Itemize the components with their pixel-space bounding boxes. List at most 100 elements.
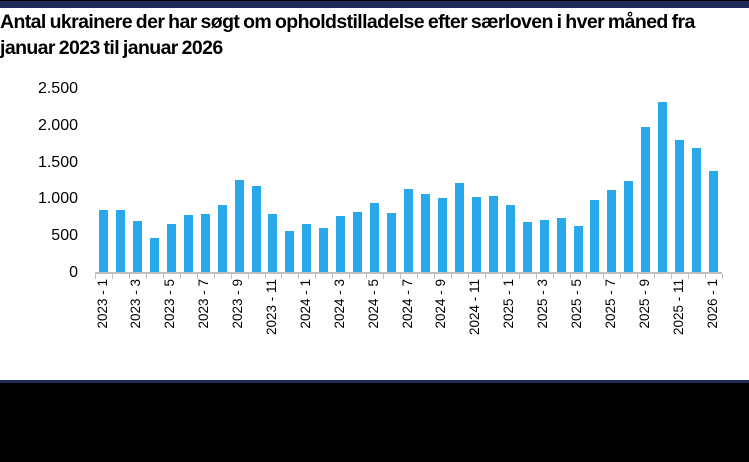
y-axis-tick-label: 2.500 bbox=[37, 80, 78, 97]
x-axis-line bbox=[95, 272, 722, 274]
bar-2025-3 bbox=[539, 220, 549, 273]
x-axis-label-2023-7: 2023 - 7 bbox=[196, 279, 212, 329]
x-axis-label-2023-3: 2023 - 3 bbox=[128, 279, 144, 329]
bar-2024-6 bbox=[387, 213, 397, 273]
x-axis-tick bbox=[620, 274, 622, 279]
bar-2023-6 bbox=[183, 214, 193, 273]
x-axis-tick bbox=[145, 274, 147, 279]
bar-2023-7 bbox=[200, 214, 210, 273]
bar-chart-plot: 0 500 1.000 1.500 2.000 2.500 2023 - 1 2023 - 3… bbox=[37, 80, 723, 336]
x-axis-tick bbox=[671, 274, 673, 279]
bar-2025-11 bbox=[675, 139, 685, 273]
x-axis-tick bbox=[95, 274, 96, 279]
bar-2025-7 bbox=[607, 189, 617, 273]
x-axis-label-2024-3: 2024 - 3 bbox=[331, 279, 347, 329]
bottom-black-band bbox=[0, 383, 749, 462]
x-axis-tick bbox=[298, 274, 300, 279]
x-axis-label-2024-1: 2024 - 1 bbox=[297, 279, 313, 329]
x-axis-label-2024-11: 2024 - 11 bbox=[467, 279, 483, 336]
bar-2025-1 bbox=[505, 204, 515, 273]
y-axis-tick-label: 0 bbox=[69, 264, 78, 281]
bar-2023-2 bbox=[115, 209, 125, 273]
x-axis-tick bbox=[433, 274, 435, 279]
bar-2023-11 bbox=[268, 214, 278, 273]
x-axis-tick bbox=[179, 274, 181, 279]
x-axis-tick bbox=[688, 274, 690, 279]
x-axis-tick bbox=[501, 274, 503, 279]
x-axis-tick bbox=[722, 274, 723, 279]
x-axis-tick bbox=[264, 274, 266, 279]
x-axis-tick bbox=[315, 274, 317, 279]
bar-2024-4 bbox=[353, 211, 363, 273]
bar-2025-4 bbox=[556, 218, 566, 273]
top-border-bar bbox=[0, 0, 749, 8]
x-axis-label-2025-5: 2025 - 5 bbox=[569, 279, 584, 329]
x-axis-label-2023-9: 2023 - 9 bbox=[230, 279, 245, 329]
bar-2023-5 bbox=[166, 223, 176, 273]
bar-2026-1 bbox=[709, 170, 718, 273]
x-axis-tick bbox=[450, 274, 452, 279]
bar-2025-9 bbox=[641, 127, 651, 273]
bar-2025-12 bbox=[692, 147, 702, 273]
bar-2025-10 bbox=[658, 101, 668, 273]
bar-2023-10 bbox=[251, 186, 261, 273]
x-axis-tick bbox=[417, 274, 418, 279]
x-axis-tick bbox=[654, 274, 656, 279]
x-axis-label-2023-11: 2023 - 11 bbox=[263, 279, 279, 336]
bar-2023-1 bbox=[99, 209, 108, 273]
x-axis-tick bbox=[366, 274, 368, 279]
y-axis-tick-label: 1.000 bbox=[37, 190, 78, 208]
y-axis-tick-label: 1.500 bbox=[37, 153, 78, 171]
x-axis-tick bbox=[467, 274, 469, 279]
bar-2025-5 bbox=[573, 225, 583, 273]
bar-2024-5 bbox=[370, 203, 380, 273]
bottom-divider-line bbox=[0, 380, 749, 383]
bar-2024-9 bbox=[437, 197, 447, 273]
x-axis-label-2025-7: 2025 - 7 bbox=[602, 279, 618, 329]
x-axis-tick bbox=[383, 274, 385, 279]
y-axis-tick-label: 500 bbox=[51, 227, 78, 245]
x-axis-label-2024-9: 2024 - 9 bbox=[433, 279, 449, 329]
bar-2023-12 bbox=[285, 231, 295, 273]
x-axis-label-2026-1: 2026 - 1 bbox=[704, 279, 720, 329]
bar-2025-8 bbox=[624, 181, 634, 273]
x-axis-label-2024-7: 2024 - 7 bbox=[399, 279, 415, 329]
bar-2024-1 bbox=[302, 224, 312, 273]
bar-2023-9 bbox=[234, 180, 244, 273]
bar-2024-3 bbox=[336, 216, 346, 273]
x-axis-label-2024-5: 2024 - 5 bbox=[365, 279, 381, 329]
x-axis-tick bbox=[484, 274, 486, 279]
bar-2024-2 bbox=[319, 228, 329, 273]
bar-2023-8 bbox=[217, 204, 227, 273]
bar-2024-10 bbox=[454, 182, 464, 273]
chart-title: Antal ukrainere der har søgt om opholdst… bbox=[0, 11, 695, 59]
x-axis-tick bbox=[603, 274, 605, 279]
x-axis-tick bbox=[196, 274, 198, 279]
x-axis-tick bbox=[400, 274, 401, 279]
x-axis-tick bbox=[281, 274, 283, 279]
x-axis-tick bbox=[128, 274, 130, 279]
x-axis-tick bbox=[213, 274, 215, 279]
x-axis-label-2025-1: 2025 - 1 bbox=[501, 279, 517, 329]
x-axis-label-2025-3: 2025 - 3 bbox=[535, 279, 551, 329]
x-axis-tick bbox=[230, 274, 232, 279]
bar-2024-12 bbox=[488, 195, 498, 273]
x-axis-tick bbox=[247, 274, 249, 279]
bar-2023-3 bbox=[132, 220, 142, 273]
bar-2023-4 bbox=[149, 238, 159, 273]
bar-2024-8 bbox=[420, 194, 430, 273]
x-axis-tick bbox=[569, 274, 571, 279]
x-axis-tick bbox=[518, 274, 520, 279]
bar-2024-7 bbox=[404, 189, 413, 273]
x-axis-tick bbox=[586, 274, 588, 279]
x-axis-label-2025-11: 2025 - 11 bbox=[670, 279, 686, 336]
x-axis-tick bbox=[349, 274, 351, 279]
x-axis-label-2025-9: 2025 - 9 bbox=[636, 279, 652, 329]
x-axis-label-2023-1: 2023 - 1 bbox=[94, 279, 110, 329]
bar-2025-6 bbox=[590, 200, 600, 273]
x-axis-tick bbox=[637, 274, 639, 279]
x-axis-tick bbox=[111, 274, 113, 279]
x-axis-tick bbox=[552, 274, 554, 279]
bar-2024-11 bbox=[471, 197, 481, 273]
